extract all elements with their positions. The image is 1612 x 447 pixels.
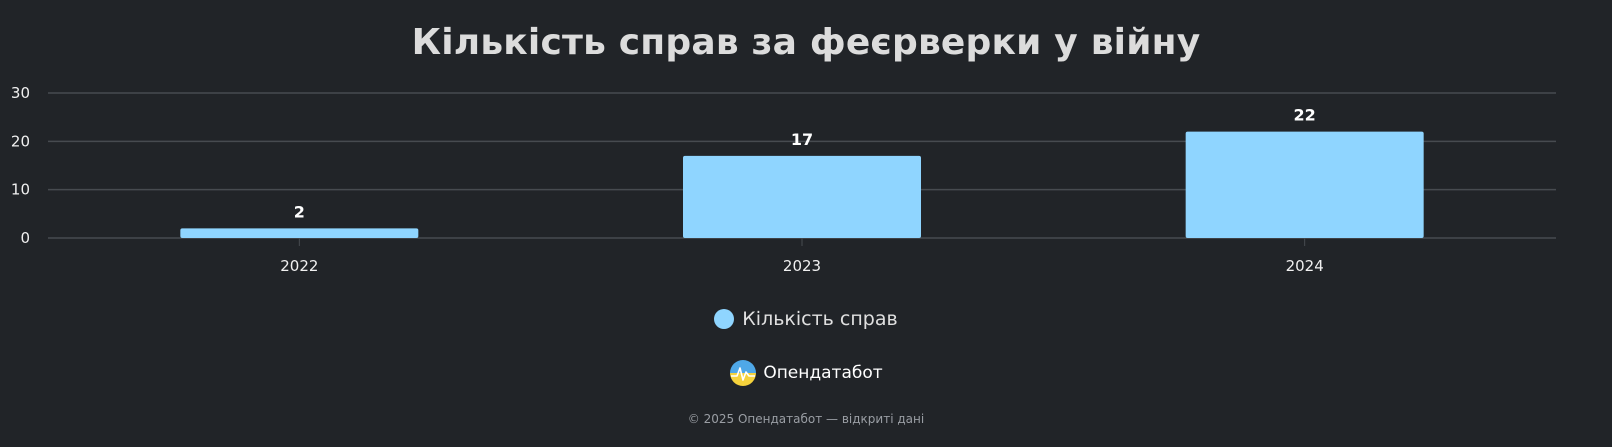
opendatabot-logo-icon — [730, 360, 757, 386]
chart-title: Кількість справ за феєрверки у війну — [411, 22, 1201, 63]
bar-value-label: 17 — [791, 130, 813, 149]
bar-value-label: 2 — [294, 202, 305, 221]
y-tick-label: 0 — [20, 229, 30, 247]
x-tick-label: 2024 — [1286, 257, 1324, 275]
bar-value-label: 22 — [1294, 106, 1316, 125]
legend-label: Кількість справ — [742, 308, 898, 330]
copyright: © 2025 Опендатабот — відкриті дані — [687, 412, 925, 426]
x-tick-label: 2022 — [280, 257, 318, 275]
y-tick-label: 10 — [11, 181, 30, 199]
brand[interactable]: Опендатабот — [0, 359, 1612, 387]
bar-2024[interactable] — [1185, 131, 1424, 238]
bar-chart: 2 17 22 0 10 20 30 2022 2023 2024 — [11, 84, 1556, 275]
brand-name: Опендатабот — [763, 363, 883, 383]
y-tick-label: 20 — [11, 132, 30, 150]
x-tick-label: 2023 — [783, 257, 821, 275]
chart-legend[interactable]: Кількість справ — [0, 308, 1612, 330]
legend-swatch — [714, 309, 735, 329]
bar-2022[interactable] — [180, 228, 419, 238]
bar-2023[interactable] — [683, 155, 921, 238]
y-tick-label: 30 — [11, 84, 30, 102]
